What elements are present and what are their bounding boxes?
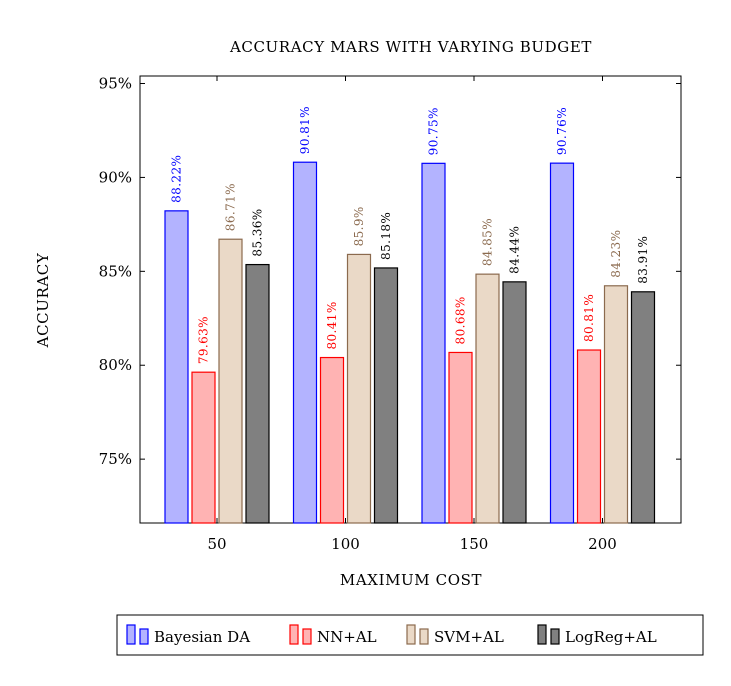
data-label: 90.76% [555, 107, 569, 155]
data-label: 85.9% [352, 206, 366, 246]
data-label: 84.85% [481, 218, 495, 266]
bar-bayesian-da [164, 210, 189, 524]
legend-label: SVM+AL [434, 628, 504, 646]
bar-logreg-al [630, 291, 656, 524]
legend-swatch [419, 628, 429, 645]
data-label: 79.63% [197, 316, 211, 364]
data-label: 80.68% [454, 296, 468, 344]
y-tick-label: 85% [99, 262, 132, 280]
y-axis-title: ACCURACY [34, 252, 52, 348]
legend-label: Bayesian DA [154, 628, 250, 646]
bar-bayesian-da [292, 161, 318, 524]
bar-nn-al [319, 356, 345, 524]
legend-swatch [550, 628, 560, 645]
data-label: 90.75% [427, 107, 441, 155]
plot-frame [139, 75, 682, 524]
data-label: 86.71% [224, 183, 238, 231]
data-label: 85.36% [251, 208, 265, 256]
y-tick-label: 90% [99, 168, 132, 186]
x-axis-title: MAXIMUM COST [340, 571, 482, 589]
bar-bayesian-da [421, 162, 446, 524]
data-label: 84.23% [609, 230, 623, 278]
legend-label: NN+AL [317, 628, 377, 646]
data-label: 85.18% [379, 212, 393, 260]
bar-svm-al [346, 253, 372, 524]
data-label: 80.41% [325, 301, 339, 349]
data-label: 90.81% [298, 106, 312, 154]
y-tick-label: 75% [99, 450, 132, 468]
bar-nn-al [191, 371, 216, 524]
bar-bayesian-da [549, 162, 575, 524]
bar-logreg-al [502, 281, 527, 524]
bar-nn-al [448, 351, 473, 524]
bar-svm-al [603, 285, 629, 524]
y-tick-label: 80% [99, 356, 132, 374]
legend-swatch [139, 628, 149, 645]
legend-swatch [126, 624, 136, 645]
legend-swatch [537, 624, 547, 645]
bar-logreg-al [245, 263, 270, 524]
x-tick-label: 50 [207, 535, 226, 553]
legend: Bayesian DA NN+AL SVM+AL LogReg+AL [116, 614, 704, 656]
x-tick-label: 200 [588, 535, 617, 553]
plot-area: 75% 80% 85% 90% 95% 50 88.22% 79.63% 86.71% 85.36… [99, 75, 682, 553]
y-tick-label: 95% [99, 75, 132, 93]
bar-svm-al [475, 273, 500, 524]
data-label: 84.44% [508, 226, 522, 274]
legend-label: LogReg+AL [565, 628, 657, 646]
data-label: 80.81% [582, 294, 596, 342]
bar-nn-al [576, 349, 602, 524]
legend-swatch [289, 624, 299, 645]
legend-swatch [406, 624, 416, 645]
data-label: 88.22% [170, 155, 184, 203]
bar-logreg-al [373, 267, 399, 524]
x-tick-label: 150 [460, 535, 489, 553]
bar-svm-al [218, 238, 243, 524]
chart-title: ACCURACY MARS WITH VARYING BUDGET [229, 38, 592, 56]
data-label: 83.91% [636, 236, 650, 284]
x-tick-label: 100 [331, 535, 360, 553]
legend-swatch [302, 628, 312, 645]
